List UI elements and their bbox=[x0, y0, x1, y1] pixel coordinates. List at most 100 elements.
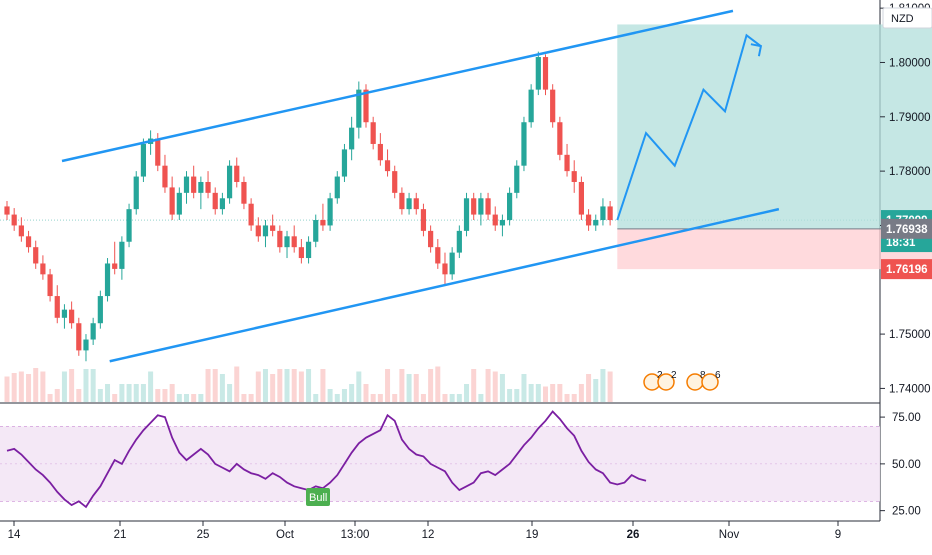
candle-body bbox=[406, 198, 412, 210]
volume-bar bbox=[191, 394, 197, 402]
candle-body bbox=[349, 127, 355, 150]
volume-bar bbox=[406, 374, 412, 402]
event-marker-icon[interactable] bbox=[657, 373, 675, 391]
volume-bar bbox=[313, 394, 319, 402]
time-axis[interactable]: 14 21 25 Oct 13:00 12 19 26 Nov 9 bbox=[8, 521, 842, 541]
candle-body bbox=[140, 143, 147, 177]
symbol-badge[interactable] bbox=[882, 7, 932, 29]
volume-bar bbox=[370, 394, 376, 402]
projection-path[interactable] bbox=[616, 33, 762, 221]
event-marker-count: 2 bbox=[657, 370, 663, 381]
volume-bar bbox=[377, 394, 383, 402]
price-tick-label: 1.78000 bbox=[889, 166, 931, 178]
volume-bar bbox=[341, 389, 347, 402]
profit-zone[interactable] bbox=[617, 24, 932, 229]
volume-bar bbox=[499, 374, 505, 402]
volume-bar bbox=[140, 384, 146, 402]
candle-body bbox=[155, 138, 161, 166]
channel-upper-line[interactable] bbox=[61, 9, 734, 163]
volume-bar bbox=[356, 371, 362, 402]
candle-body bbox=[198, 181, 204, 193]
volume-bar bbox=[133, 384, 139, 402]
candle-body bbox=[571, 171, 577, 182]
candle-body bbox=[528, 89, 534, 123]
volume-bar bbox=[270, 374, 276, 402]
loss-zone[interactable] bbox=[617, 228, 932, 270]
volume-bar bbox=[61, 371, 67, 402]
volume-bar bbox=[205, 369, 211, 402]
candle-body bbox=[377, 143, 383, 161]
volume-bar bbox=[435, 366, 441, 402]
event-marker-icon[interactable] bbox=[701, 373, 719, 391]
candle-body bbox=[270, 225, 276, 231]
candle-body bbox=[535, 57, 541, 90]
volume-bar bbox=[262, 369, 268, 402]
candle-body bbox=[90, 323, 96, 340]
volume-bars bbox=[4, 366, 613, 402]
candle-body bbox=[521, 122, 527, 166]
event-marker-count: 6 bbox=[715, 370, 721, 381]
candle-body bbox=[384, 160, 391, 172]
candle-body bbox=[542, 57, 549, 90]
candle-body bbox=[428, 230, 434, 248]
volume-bar bbox=[112, 394, 118, 402]
candle-body bbox=[234, 165, 240, 182]
volume-bar bbox=[255, 371, 261, 402]
candle-body bbox=[212, 192, 218, 210]
candle-body bbox=[83, 339, 89, 351]
candle-body bbox=[305, 241, 312, 259]
candle-body bbox=[463, 198, 470, 231]
candle-body bbox=[291, 236, 297, 248]
candle-body bbox=[126, 209, 132, 242]
volume-bar bbox=[97, 389, 103, 402]
long-position-tool[interactable] bbox=[617, 24, 932, 270]
volume-bar bbox=[11, 373, 17, 402]
volume-bar bbox=[184, 394, 189, 402]
volume-bar bbox=[449, 394, 455, 402]
volume-bar bbox=[363, 384, 369, 402]
volume-bar bbox=[248, 394, 254, 402]
candle-body bbox=[11, 214, 17, 226]
price-axis[interactable]: 1.810001.800001.790001.780001.770001.750… bbox=[880, 3, 932, 395]
volume-bar bbox=[607, 371, 613, 402]
candle-body bbox=[456, 230, 462, 253]
candle-body bbox=[420, 209, 427, 231]
volume-bar bbox=[514, 389, 520, 402]
volume-bar bbox=[385, 369, 391, 402]
trend-drawings[interactable] bbox=[61, 9, 780, 363]
price-label-text: 18:31 bbox=[886, 237, 916, 249]
candle-body bbox=[112, 263, 118, 269]
volume-bar bbox=[334, 394, 340, 402]
candle-body bbox=[61, 309, 68, 318]
time-tick-label: 25 bbox=[197, 529, 210, 541]
candle-body bbox=[334, 176, 340, 199]
candle-body bbox=[370, 122, 376, 144]
volume-bar bbox=[428, 369, 434, 402]
volume-bar bbox=[485, 369, 491, 402]
projection-arrow-head[interactable] bbox=[750, 43, 763, 57]
channel-lower-line[interactable] bbox=[109, 207, 780, 363]
volume-bar bbox=[306, 369, 312, 402]
volume-bar bbox=[557, 384, 563, 402]
volume-bar bbox=[456, 394, 462, 402]
bull-signal-badge[interactable] bbox=[306, 488, 330, 506]
candle-body bbox=[492, 214, 498, 226]
volume-bar bbox=[471, 369, 477, 402]
candle-body bbox=[363, 89, 369, 123]
volume-bar bbox=[277, 369, 283, 402]
volume-bar bbox=[593, 379, 599, 402]
candle-body bbox=[248, 203, 254, 226]
candle-body bbox=[442, 263, 448, 275]
volume-bar bbox=[564, 394, 570, 402]
bull-signal-label: Bull bbox=[309, 492, 327, 504]
rsi-tick-label: 25.00 bbox=[892, 506, 921, 518]
event-marker-count: 2 bbox=[671, 370, 677, 381]
volume-bar bbox=[420, 394, 426, 402]
time-tick-label: 26 bbox=[627, 529, 640, 541]
candle-body bbox=[298, 247, 304, 259]
event-marker-count: 8 bbox=[700, 370, 706, 381]
candle-body bbox=[435, 247, 441, 264]
